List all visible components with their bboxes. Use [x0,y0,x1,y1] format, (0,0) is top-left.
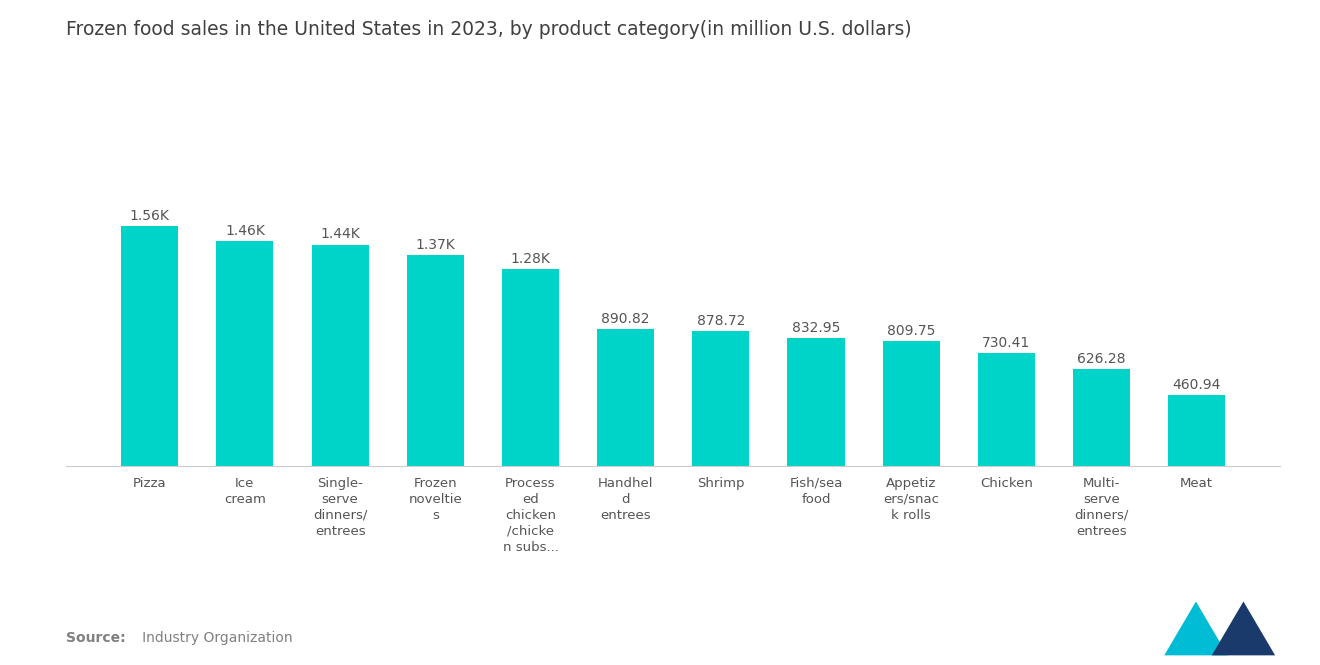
Text: 730.41: 730.41 [982,336,1031,350]
Text: 460.94: 460.94 [1172,378,1221,392]
Polygon shape [1212,601,1275,656]
Text: 1.46K: 1.46K [224,224,265,238]
Text: Source:   Industry Organization: Source: Industry Organization [66,631,282,645]
Bar [1073,369,1130,466]
Bar [407,255,463,466]
Bar [121,226,178,466]
Bar [883,341,940,465]
Text: 1.28K: 1.28K [511,252,550,266]
Bar [1168,395,1225,466]
Text: Industry Organization: Industry Organization [129,631,293,645]
Text: 832.95: 832.95 [792,321,840,334]
Text: 1.56K: 1.56K [129,209,170,223]
Text: 809.75: 809.75 [887,324,936,338]
Text: 626.28: 626.28 [1077,352,1126,366]
Text: Frozen food sales in the United States in 2023, by product category(in million U: Frozen food sales in the United States i… [66,20,912,39]
Polygon shape [1164,601,1228,656]
Text: 1.44K: 1.44K [321,227,360,241]
Bar [692,331,750,466]
Text: 890.82: 890.82 [602,312,649,326]
Bar [502,269,558,466]
Bar [597,329,655,466]
Bar [788,338,845,465]
Text: 1.37K: 1.37K [416,238,455,252]
Bar [312,245,368,466]
Bar [216,241,273,466]
Bar [978,353,1035,465]
Text: Source:: Source: [66,631,125,645]
Text: 878.72: 878.72 [697,314,744,328]
